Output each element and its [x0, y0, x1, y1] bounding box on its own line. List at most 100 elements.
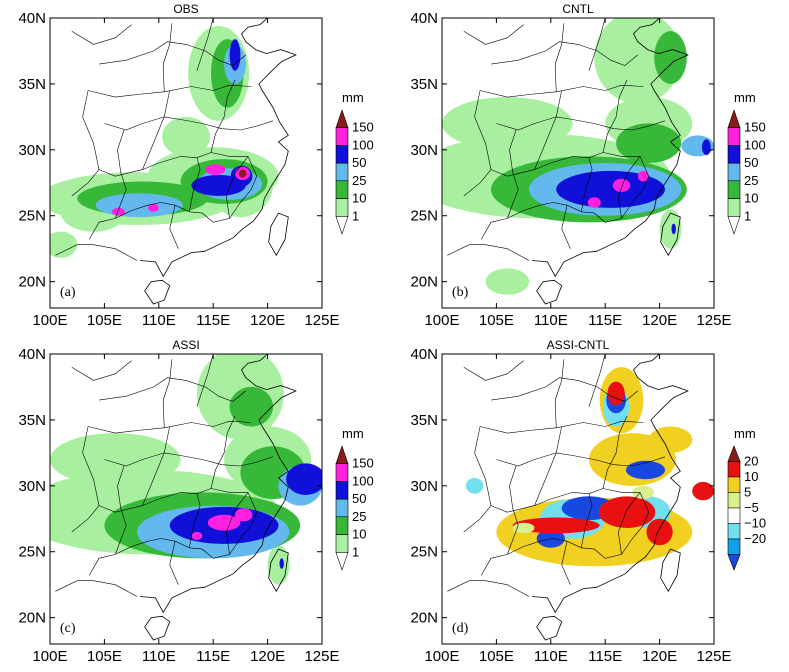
contour-fill — [205, 164, 226, 175]
lat-tick-label: 40N — [18, 10, 46, 27]
colorbar-swatch — [335, 145, 349, 164]
coastline — [140, 18, 297, 278]
lat-tick-label: 40N — [410, 346, 438, 363]
colorbar-label: 150 — [352, 456, 374, 471]
colorbar-swatch — [727, 109, 741, 129]
panel-tag: (c) — [60, 621, 76, 636]
colorbar-swatch — [335, 534, 349, 553]
contour-fill — [607, 381, 625, 406]
province-border — [88, 152, 258, 240]
lat-tick-label: 20N — [410, 274, 438, 291]
colorbar-swatch — [727, 145, 741, 164]
lon-tick-label: 120E — [250, 648, 285, 665]
colorbar-swatch — [335, 498, 349, 518]
colorbar-label: 25 — [744, 173, 758, 188]
province-border — [189, 157, 201, 212]
province-border — [71, 426, 100, 533]
lat-tick-label: 25N — [410, 544, 438, 561]
rainfall-field — [50, 354, 322, 641]
province-border — [561, 205, 571, 249]
province-border — [534, 90, 562, 170]
contour-fill — [95, 193, 183, 218]
colorbar-swatch — [727, 127, 741, 146]
province-border — [534, 426, 562, 506]
province-border — [617, 156, 641, 219]
contour-fill — [616, 123, 682, 163]
panel-title: ASSI-CNTL — [547, 338, 610, 352]
province-border — [142, 90, 170, 170]
province-border — [196, 18, 214, 71]
province-border — [480, 152, 650, 240]
contour-fill — [191, 531, 203, 540]
lat-tick-label: 30N — [410, 478, 438, 495]
contour-fill — [442, 97, 573, 150]
contour-fill — [637, 170, 649, 182]
colorbar-label: 150 — [744, 120, 766, 135]
cntl-colorbar: mm 150 100 50 25 10 1 — [727, 90, 766, 235]
colorbar-swatch — [727, 538, 741, 555]
province-border — [210, 79, 236, 153]
hainan-outline — [536, 615, 563, 641]
province-border — [71, 90, 100, 197]
contour-fill — [162, 116, 210, 157]
colorbar-label: 10 — [352, 191, 366, 206]
map-panel-assi: ASSI (c) 20N 25N 30N 35N 40N 100E 105E 110E 115E 12… — [18, 338, 339, 665]
province-border — [463, 90, 492, 197]
colorbar-swatch — [335, 463, 349, 482]
colorbar-label: 20 — [744, 454, 758, 469]
map-panel-assi-cntl: ASSI-CNTL (d) 20N 25N 30N 35N 40N 100E 105E 110E 1… — [410, 338, 731, 665]
contour-fill — [148, 203, 159, 212]
lat-tick-label: 35N — [18, 412, 46, 429]
colorbar-label: 25 — [352, 173, 366, 188]
colorbar-swatch — [335, 551, 349, 571]
lon-tick-label: 115E — [196, 648, 230, 665]
colorbar-unit: mm — [342, 90, 364, 105]
colorbar-swatch — [335, 109, 349, 129]
assi-colorbar: mm 150 100 50 25 10 1 — [335, 426, 374, 571]
province-border — [55, 244, 138, 261]
taiwan-outline — [268, 212, 289, 257]
province-border — [55, 580, 138, 597]
province-border — [162, 359, 173, 428]
contour-fill — [536, 529, 565, 548]
map-frame — [441, 17, 715, 309]
province-border — [225, 492, 249, 555]
contour-fill — [671, 223, 676, 235]
province-border — [189, 493, 201, 548]
contour-fill — [50, 433, 181, 486]
colorbar-swatch — [727, 476, 741, 493]
lat-tick-label: 25N — [18, 544, 46, 561]
province-border — [617, 492, 641, 555]
lon-tick-label: 100E — [424, 648, 459, 665]
taiwan-outline — [660, 548, 681, 593]
lat-tick-label: 30N — [410, 142, 438, 159]
contour-fill — [648, 426, 693, 453]
lon-tick-label: 105E — [87, 312, 122, 329]
lat-tick-label: 20N — [18, 610, 46, 627]
province-border — [554, 359, 565, 428]
lon-tick-label: 105E — [87, 648, 122, 665]
hainan-outline — [144, 279, 171, 305]
contour-fill — [112, 207, 125, 216]
lon-tick-label: 110E — [534, 648, 568, 665]
contour-fill — [235, 508, 253, 522]
colorbar-label: 50 — [352, 155, 366, 170]
contour-fill — [654, 31, 687, 84]
contour-fill — [612, 178, 631, 192]
lon-tick-label: 120E — [250, 312, 285, 329]
colorbar-swatch — [727, 198, 741, 217]
province-border — [490, 41, 638, 66]
contour-fill — [238, 169, 247, 178]
colorbar-label: −20 — [744, 531, 766, 546]
province-border — [588, 354, 606, 407]
colorbar-label: 25 — [352, 509, 366, 524]
province-border — [104, 452, 274, 467]
colorbar-swatch — [727, 215, 741, 235]
province-border — [561, 541, 571, 585]
lat-tick-label: 20N — [410, 610, 438, 627]
province-border — [507, 465, 519, 555]
contour-fill — [646, 518, 673, 546]
province-border — [554, 23, 565, 92]
colorbar-unit: mm — [342, 426, 364, 441]
